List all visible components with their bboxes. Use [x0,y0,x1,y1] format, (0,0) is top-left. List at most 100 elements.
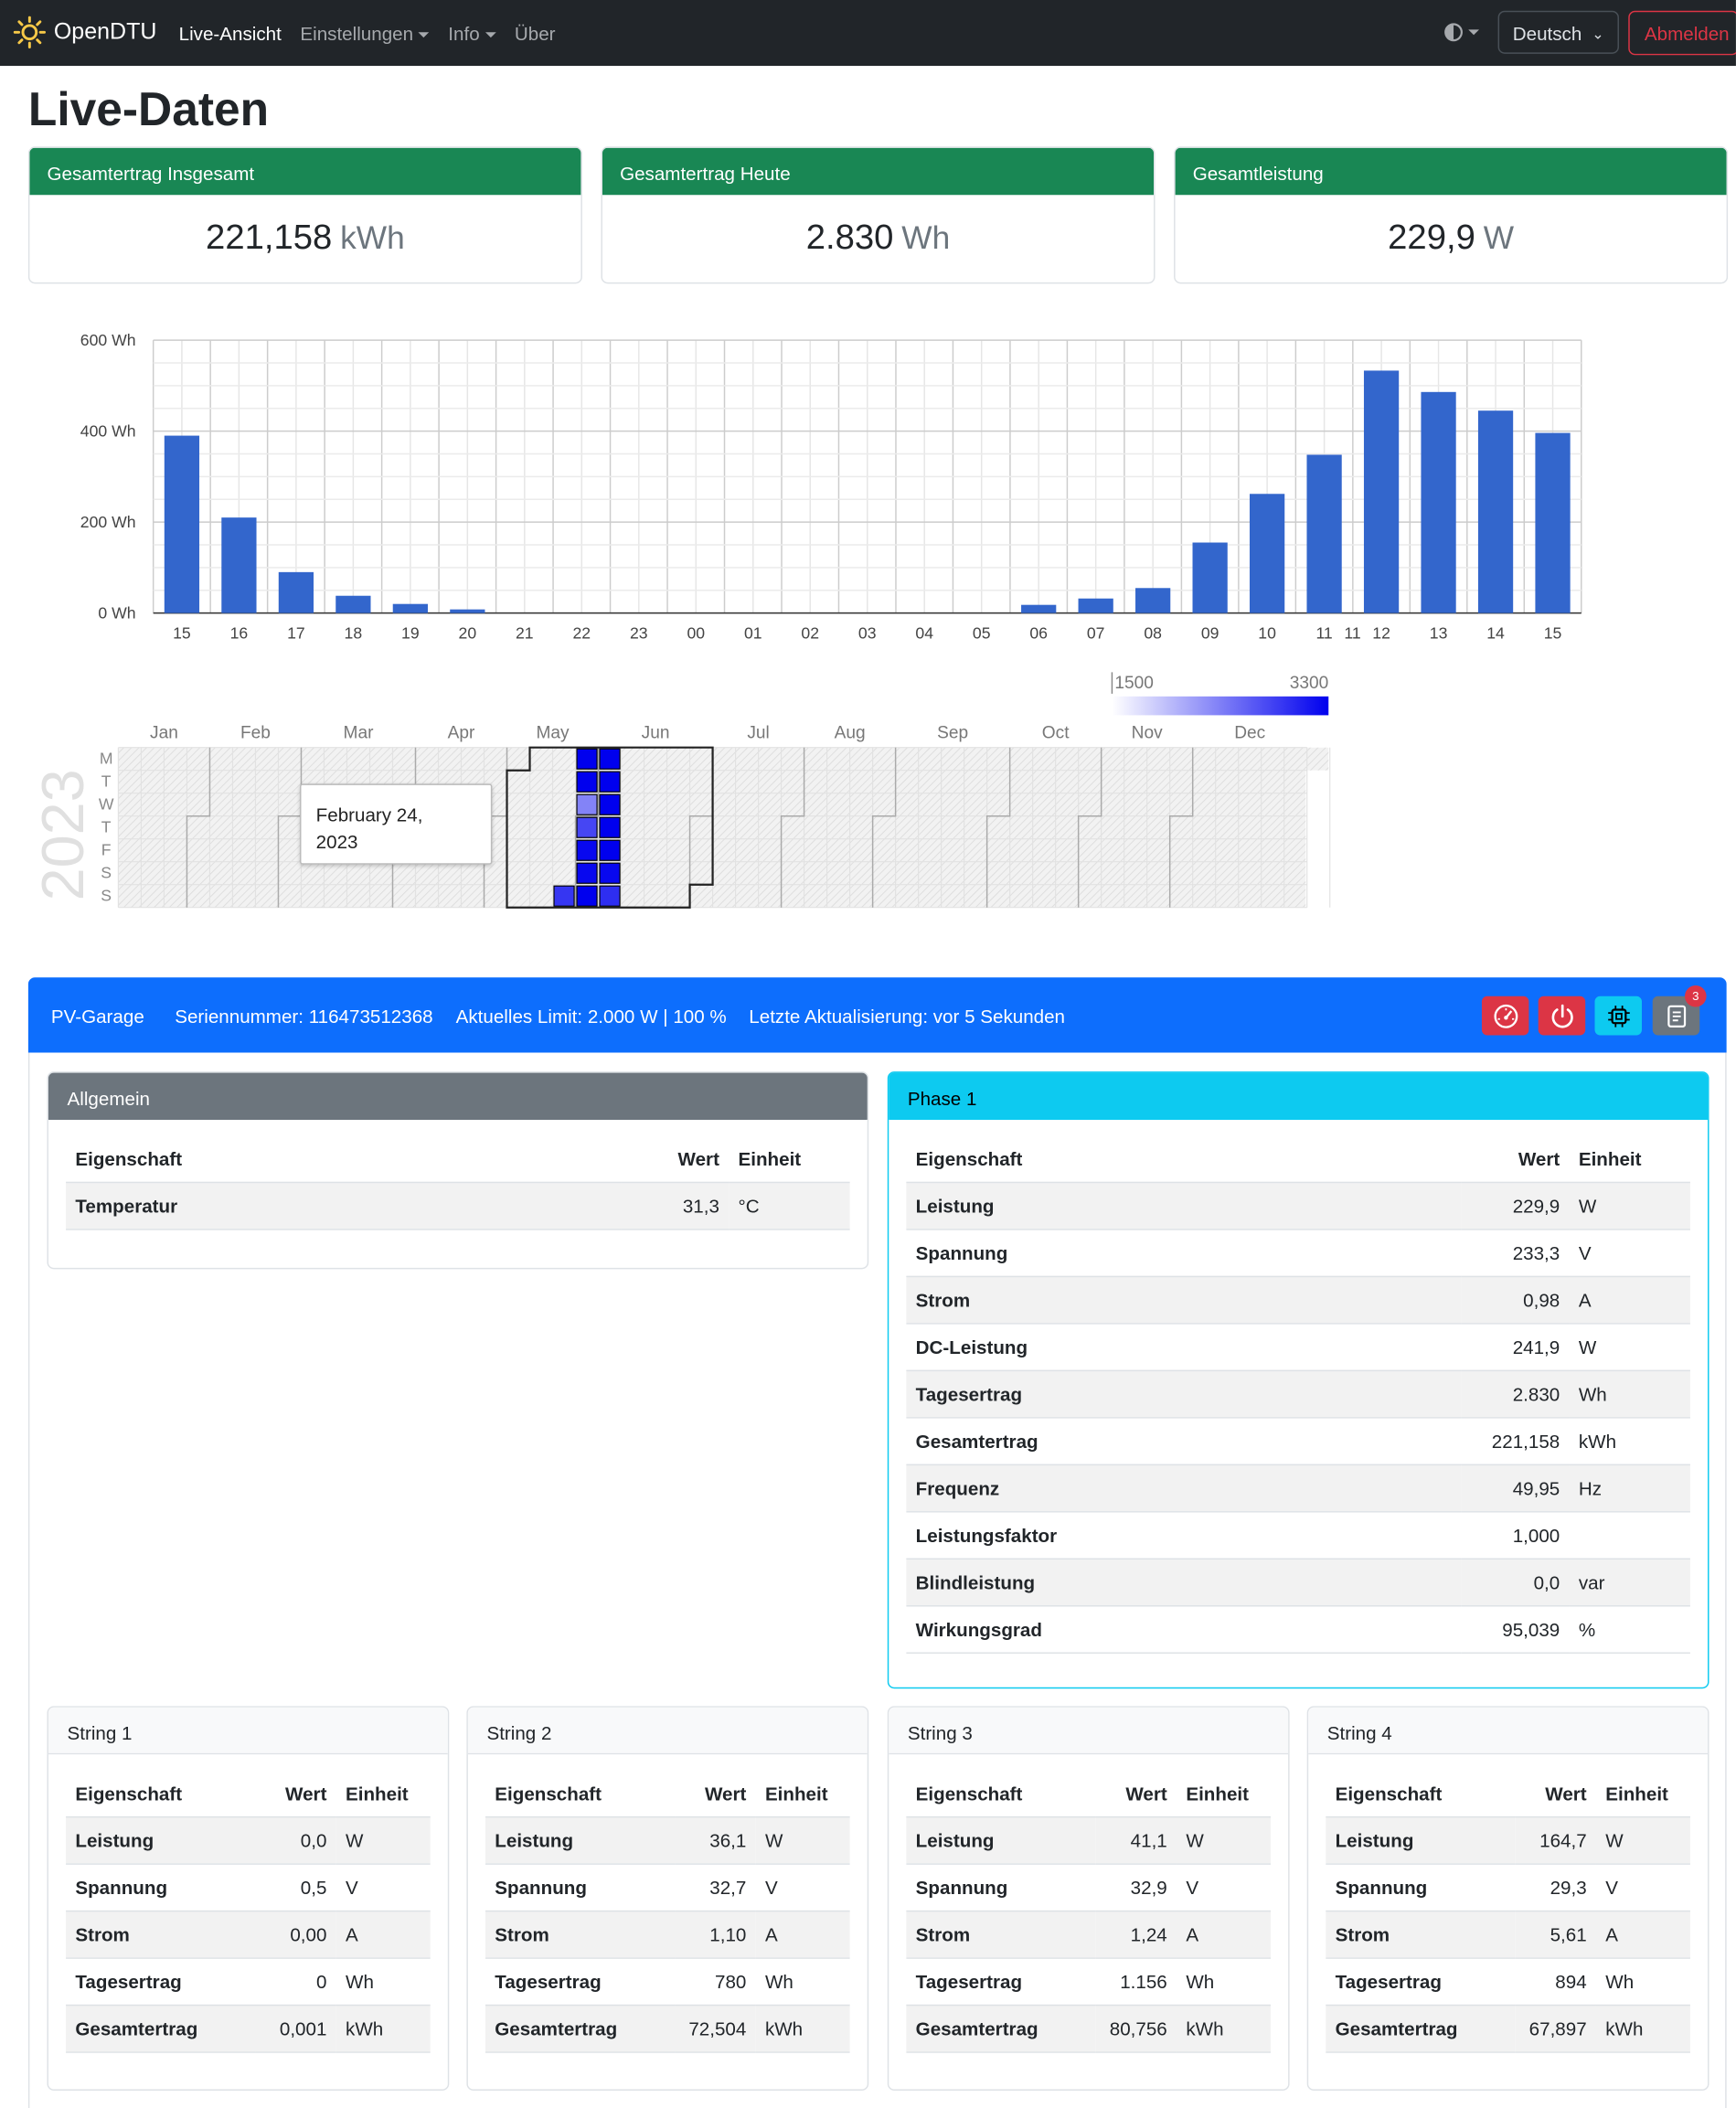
column-header: Wert [1095,1770,1177,1817]
x-tick-label: 11 [1344,624,1360,643]
weekday-label: T [101,772,112,790]
heatmap-cell[interactable] [576,862,598,884]
bar [392,603,428,613]
bar [1249,494,1285,613]
cell-unit: V [335,1863,431,1911]
cell-unit: W [1595,1815,1690,1865]
heatmap-cell[interactable] [599,771,621,793]
device-info-button[interactable] [1594,995,1642,1036]
bar [1021,604,1057,613]
month-separator [780,747,805,908]
heatmap-cell[interactable] [576,793,598,815]
table-row: Gesamtertrag 67,897 kWh [1326,2004,1690,2053]
cell-unit: V [1569,1229,1690,1277]
nav-info[interactable]: Info [448,23,496,45]
chevron-down-icon: ⌄ [1592,27,1604,44]
column-header: Eigenschaft [66,1135,622,1183]
heatmap-cell[interactable] [576,748,598,770]
cell-value: 5,61 [1515,1910,1596,1959]
cell-unit: A [1595,1910,1690,1959]
cell-property: DC-Leistung [906,1323,1462,1371]
nav-live-view[interactable]: Live-Ansicht [178,23,282,45]
cell-unit: A [335,1910,431,1959]
cell-property: Strom [66,1910,256,1959]
table-row: Strom 0,98 A [906,1275,1690,1324]
cell-value: 29,3 [1515,1863,1596,1911]
event-log-button[interactable]: 3 [1652,985,1707,1036]
bar [1421,391,1456,613]
string-card-4: String 4 Eigenschaft Wert Einheit Leistung 16… [1306,1706,1709,2091]
column-header: Wert [255,1770,336,1817]
heatmap-cell[interactable] [599,748,621,770]
cell-value: 894 [1515,1957,1596,2006]
power-control-button[interactable] [1538,995,1586,1036]
inverter-name: PV-Garage [50,1006,144,1027]
cell-property: Tagesertrag [485,1957,676,2006]
bar [1477,410,1514,613]
heatmap-cell[interactable] [599,839,621,861]
cell-unit: A [1177,1910,1272,1959]
brand-name: OpenDTU [53,18,157,45]
table-row: Tagesertrag 0 Wh [66,1957,431,2006]
cell-property: Tagesertrag [906,1957,1096,2006]
heatmap-cell[interactable] [599,816,621,838]
month-label: Jul [747,723,769,742]
cell-property: Spannung [485,1863,676,1911]
general-card-header: Allgemein [48,1072,868,1121]
string-table: Eigenschaft Wert Einheit Leistung 36,1 W Spann… [485,1770,850,2053]
inverter-serial: Seriennummer: 116473512368 [175,1006,433,1027]
cell-unit: W [335,1815,431,1865]
month-separator [1168,747,1194,908]
bar [1363,370,1400,613]
contrast-icon [1444,23,1463,42]
x-tick-label: 13 [1430,624,1448,643]
heatmap-cell[interactable] [599,862,621,884]
phase-card: Phase 1 Eigenschaft Wert Einheit Leistun… [887,1071,1709,1689]
nav-about[interactable]: Über [514,23,556,45]
heatmap-tooltip: February 24, 2023 [300,783,493,865]
string-card-header: String 1 [48,1707,448,1755]
stat-card-today-yield: Gesamtertrag Heute 2.830 Wh [601,146,1156,284]
language-value: Deutsch [1512,23,1582,45]
hourly-yield-chart: 600 Wh 400 Wh 200 Wh 0 Wh 15 16 17 18 19 20 21 22 23… [80,331,1582,643]
cell-value: 0,98 [1461,1275,1570,1324]
heatmap-cell[interactable] [553,885,575,907]
logout-button[interactable]: Abmelden [1628,10,1736,56]
table-row: Tagesertrag 894 Wh [1326,1957,1690,2006]
month-label: Oct [1042,723,1070,742]
selected-month-outline [506,746,714,909]
bar [1135,588,1171,613]
table-row: Leistung 0,0 W [66,1815,431,1865]
heatmap-cell[interactable] [576,839,598,861]
cell-value: 0,5 [255,1863,336,1911]
cell-property: Leistung [906,1815,1096,1865]
heatmap-cell[interactable] [599,793,621,815]
brand[interactable]: OpenDTU [13,16,157,48]
stat-unit: W [1483,220,1515,257]
nav-settings[interactable]: Einstellungen [300,23,430,45]
cell-property: Leistung [906,1181,1462,1230]
phase-card-header: Phase 1 [889,1072,1709,1121]
theme-toggle[interactable] [1444,23,1479,42]
cell-property: Leistungsfaktor [906,1511,1462,1560]
column-header: Einheit [755,1770,850,1817]
cell-unit: kWh [1569,1417,1690,1465]
cell-unit: kWh [335,2004,431,2053]
language-select[interactable]: Deutsch ⌄ [1497,10,1619,54]
string-table: Eigenschaft Wert Einheit Leistung 0,0 W Spannu… [66,1770,431,2053]
column-header: Einheit [729,1135,850,1183]
heatmap-cell[interactable] [576,816,598,838]
month-label: Aug [835,723,866,742]
table-row: Strom 5,61 A [1326,1910,1690,1959]
heatmap-cell[interactable] [599,885,621,907]
cell-value: 32,7 [675,1863,756,1911]
weekday-label: W [99,794,114,813]
limit-settings-button[interactable] [1481,995,1529,1036]
x-tick-label: 15 [1544,624,1562,643]
heatmap-cell[interactable] [576,885,598,907]
cell-value: 49,95 [1461,1464,1570,1512]
cell-value: 233,3 [1461,1229,1570,1277]
event-count-badge: 3 [1685,985,1707,1007]
scale-min-label: 1500 [1114,674,1154,693]
heatmap-cell[interactable] [576,771,598,793]
